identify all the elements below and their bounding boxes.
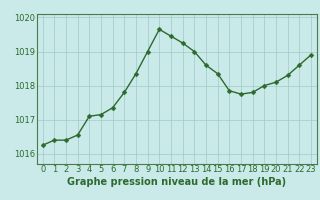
X-axis label: Graphe pression niveau de la mer (hPa): Graphe pression niveau de la mer (hPa) bbox=[67, 177, 286, 187]
